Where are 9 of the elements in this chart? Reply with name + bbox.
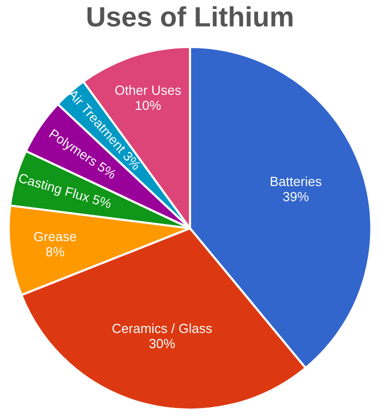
slice-label: Batteries	[270, 176, 322, 186]
data-label: 39%	[283, 192, 308, 202]
chart-title: Uses of Lithium	[88, 6, 292, 27]
data-label: 10%	[136, 100, 161, 110]
slice-label: Grease	[34, 232, 76, 242]
data-label: 8%	[46, 247, 64, 256]
slice-label: Ceramics / Glass	[112, 323, 212, 334]
data-label: 30%	[149, 338, 175, 348]
slice-label: Other Uses	[115, 85, 181, 95]
